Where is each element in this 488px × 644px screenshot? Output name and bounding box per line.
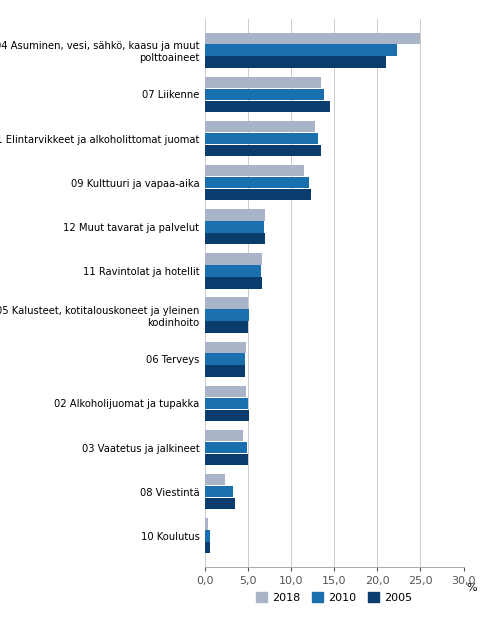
Bar xyxy=(205,145,321,156)
Bar xyxy=(205,298,248,309)
Bar xyxy=(205,518,208,529)
Bar xyxy=(205,33,421,44)
Bar xyxy=(205,165,304,176)
Legend: 2018, 2010, 2005: 2018, 2010, 2005 xyxy=(251,588,417,608)
Bar xyxy=(205,265,261,277)
Bar xyxy=(205,442,247,453)
Bar xyxy=(205,177,309,189)
Bar xyxy=(205,89,324,100)
Bar xyxy=(205,133,318,144)
Bar xyxy=(205,253,262,265)
Bar xyxy=(205,321,248,333)
Bar xyxy=(205,209,265,221)
Bar xyxy=(205,44,397,56)
Text: %: % xyxy=(466,583,477,593)
Bar xyxy=(205,221,264,232)
Bar xyxy=(205,189,311,200)
Bar xyxy=(205,486,233,497)
Bar xyxy=(205,386,246,397)
Bar xyxy=(205,100,330,112)
Bar xyxy=(205,498,235,509)
Bar xyxy=(205,354,244,365)
Bar xyxy=(205,410,249,421)
Bar xyxy=(205,430,243,441)
Bar xyxy=(205,57,386,68)
Bar xyxy=(205,365,245,377)
Bar xyxy=(205,233,265,245)
Bar xyxy=(205,530,210,542)
Bar xyxy=(205,474,225,486)
Bar xyxy=(205,121,315,132)
Bar xyxy=(205,397,248,409)
Bar xyxy=(205,542,210,553)
Bar xyxy=(205,341,246,353)
Bar xyxy=(205,277,262,289)
Bar xyxy=(205,454,248,465)
Bar xyxy=(205,309,249,321)
Bar xyxy=(205,77,321,88)
